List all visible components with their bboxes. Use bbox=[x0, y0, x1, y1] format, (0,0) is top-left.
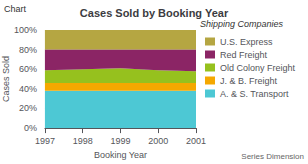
svg-text:20%: 20% bbox=[19, 103, 37, 113]
svg-text:J. & B. Freight: J. & B. Freight bbox=[220, 76, 278, 86]
svg-text:U.S. Express: U.S. Express bbox=[220, 37, 273, 47]
svg-text:100%: 100% bbox=[14, 25, 37, 35]
svg-text:Series Dimension: Series Dimension bbox=[241, 152, 304, 161]
svg-text:0%: 0% bbox=[24, 123, 37, 133]
svg-text:Red Freight: Red Freight bbox=[220, 50, 268, 60]
svg-text:A. & S. Transport: A. & S. Transport bbox=[220, 89, 289, 99]
svg-text:1999: 1999 bbox=[110, 136, 130, 146]
svg-text:Booking Year: Booking Year bbox=[94, 150, 147, 160]
svg-text:2001: 2001 bbox=[186, 136, 206, 146]
svg-text:2000: 2000 bbox=[148, 136, 168, 146]
svg-text:Chart: Chart bbox=[4, 4, 27, 14]
svg-text:1998: 1998 bbox=[73, 136, 93, 146]
svg-text:Cases Sold by Booking Year: Cases Sold by Booking Year bbox=[80, 7, 229, 19]
svg-text:60%: 60% bbox=[19, 64, 37, 74]
svg-text:Old Colony Freight: Old Colony Freight bbox=[220, 63, 296, 73]
svg-text:Cases Sold: Cases Sold bbox=[1, 56, 11, 102]
svg-text:Shipping Companies: Shipping Companies bbox=[200, 19, 284, 29]
svg-text:80%: 80% bbox=[19, 45, 37, 55]
svg-text:1997: 1997 bbox=[35, 136, 55, 146]
svg-text:40%: 40% bbox=[19, 84, 37, 94]
